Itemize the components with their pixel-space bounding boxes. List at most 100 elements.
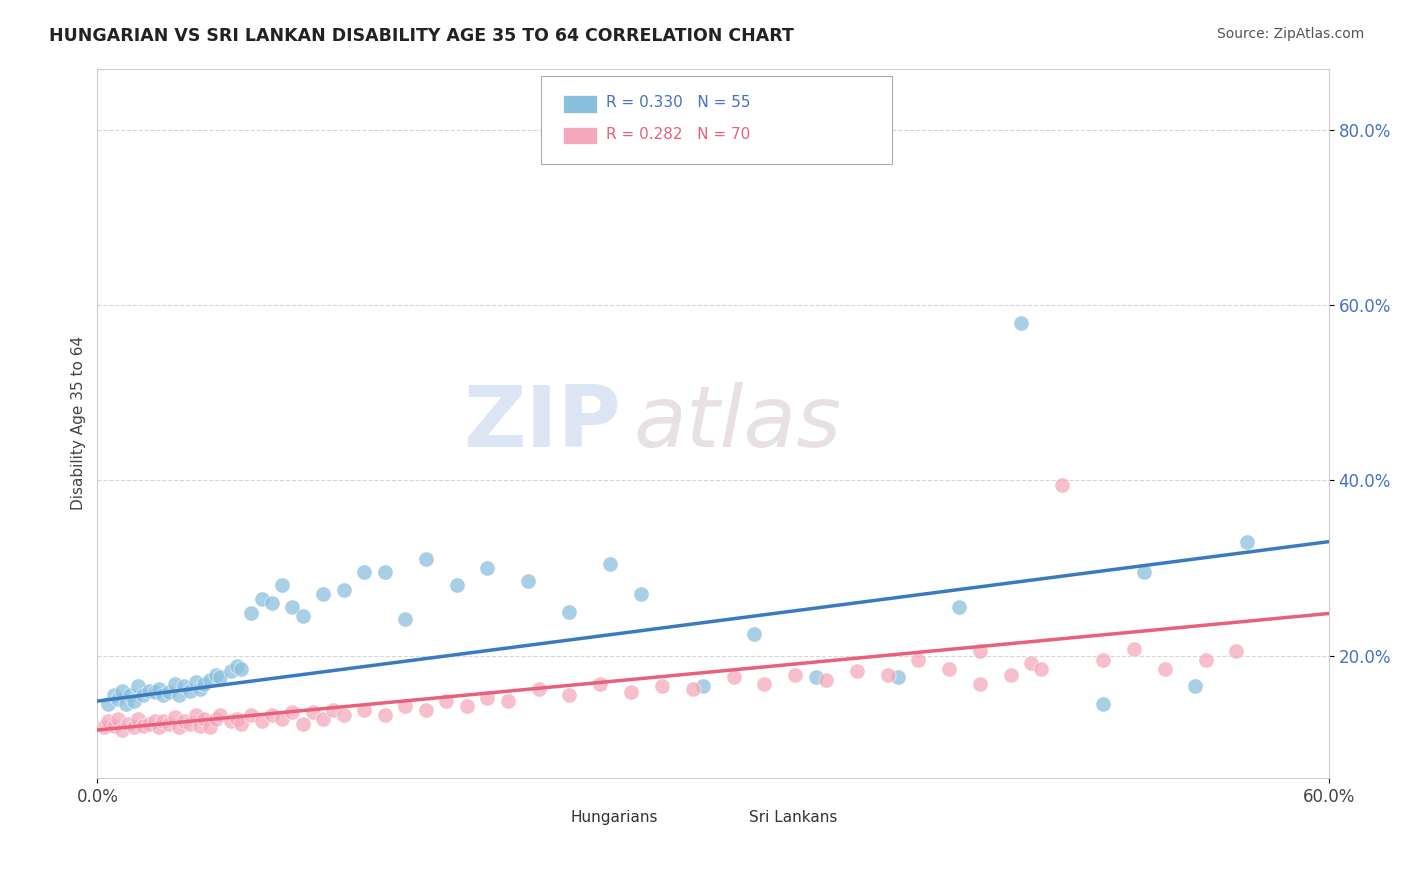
Point (179, 683, 201, 698)
Point (558, 688, 581, 702)
Point (1133, 566, 1156, 580)
Point (353, 566, 375, 580)
Point (969, 644, 991, 658)
Point (103, 718, 125, 732)
Point (1092, 653, 1115, 667)
Point (179, 717, 201, 731)
Text: R = 0.330   N = 55: R = 0.330 N = 55 (606, 95, 751, 110)
Point (229, 662, 252, 676)
Point (887, 670, 910, 684)
Point (152, 714, 174, 729)
Point (250, 714, 273, 729)
Point (785, 668, 807, 682)
Bar (562, 127, 598, 145)
Point (1153, 662, 1175, 676)
Point (188, 681, 211, 696)
Point (332, 708, 354, 723)
Point (876, 668, 898, 682)
Text: HUNGARIAN VS SRI LANKAN DISABILITY AGE 35 TO 64 CORRELATION CHART: HUNGARIAN VS SRI LANKAN DISABILITY AGE 3… (49, 27, 794, 45)
Point (107, 692, 129, 706)
Point (219, 665, 242, 679)
Point (374, 708, 396, 723)
Point (969, 676, 991, 690)
Point (165, 710, 187, 724)
Point (1236, 534, 1258, 549)
Point (477, 690, 499, 705)
Bar (555, 811, 586, 827)
Point (271, 578, 294, 592)
Point (651, 679, 673, 693)
Point (723, 670, 745, 684)
Point (138, 683, 160, 698)
Point (124, 720, 146, 734)
Text: Sri Lankans: Sri Lankans (749, 810, 838, 825)
Point (127, 712, 149, 726)
Point (302, 706, 325, 720)
Point (240, 708, 263, 723)
Point (169, 720, 191, 734)
Point (1010, 316, 1032, 330)
Point (281, 706, 304, 720)
Point (111, 683, 134, 698)
Point (907, 653, 929, 667)
Point (143, 685, 166, 699)
Y-axis label: Disability Age 35 to 64: Disability Age 35 to 64 (72, 336, 86, 510)
Point (589, 676, 612, 690)
Point (742, 626, 765, 640)
Point (250, 591, 273, 606)
Point (200, 673, 222, 687)
Point (1031, 662, 1053, 676)
Point (226, 659, 249, 673)
Point (456, 699, 478, 714)
Point (131, 688, 153, 702)
Point (127, 679, 149, 693)
Point (281, 600, 304, 615)
Point (692, 679, 714, 693)
Point (93, 720, 115, 734)
Point (1225, 644, 1247, 658)
Point (148, 720, 170, 734)
Point (1122, 641, 1144, 656)
Point (138, 717, 160, 731)
Bar (735, 811, 766, 827)
Point (165, 676, 187, 690)
Point (115, 697, 138, 711)
Point (97, 714, 120, 729)
Text: Hungarians: Hungarians (571, 810, 658, 825)
Point (620, 685, 643, 699)
Point (209, 708, 232, 723)
Point (200, 720, 222, 734)
FancyBboxPatch shape (541, 76, 891, 164)
Point (312, 587, 335, 601)
Point (97, 697, 120, 711)
Point (1019, 656, 1042, 670)
Point (517, 574, 540, 588)
Point (630, 587, 652, 601)
Point (107, 712, 129, 726)
Point (184, 708, 207, 723)
Point (219, 714, 242, 729)
Point (157, 717, 180, 731)
Point (558, 605, 581, 619)
Point (312, 712, 335, 726)
Point (353, 703, 375, 717)
Point (322, 703, 344, 717)
Point (157, 685, 180, 699)
Point (446, 578, 468, 592)
Point (124, 694, 146, 708)
Point (332, 582, 354, 597)
Point (1000, 668, 1022, 682)
Point (1194, 653, 1216, 667)
Text: Source: ZipAtlas.com: Source: ZipAtlas.com (1216, 27, 1364, 41)
Point (173, 679, 195, 693)
Point (173, 714, 195, 729)
Point (599, 557, 621, 571)
Point (120, 688, 142, 702)
Point (209, 670, 232, 684)
Point (271, 712, 294, 726)
Point (152, 688, 174, 702)
Point (169, 688, 191, 702)
Point (117, 717, 139, 731)
Point (205, 712, 228, 726)
Point (184, 674, 207, 689)
